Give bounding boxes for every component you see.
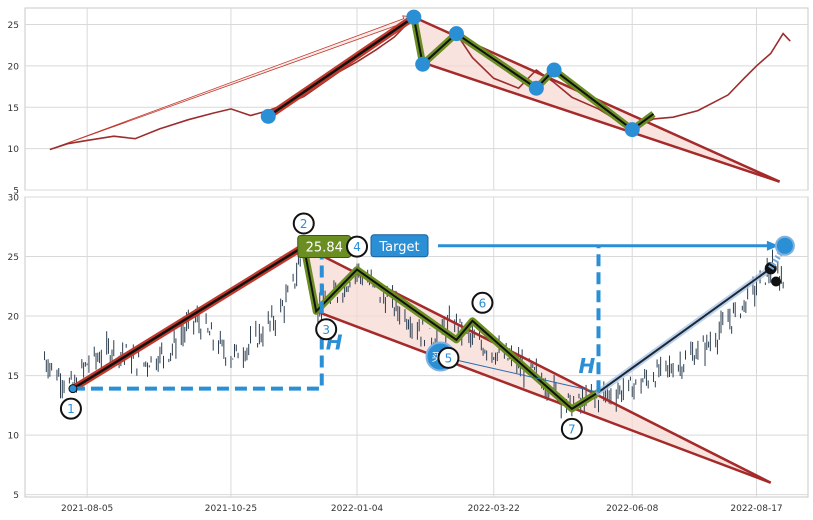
pivot-marker	[406, 9, 422, 25]
y-tick-label: 20	[8, 313, 20, 323]
pivot-marker	[260, 108, 276, 124]
x-tick-label: 2022-03-22	[468, 504, 520, 514]
pivot-label: 7	[568, 422, 576, 436]
target-label: Target	[378, 240, 419, 255]
y-tick-label: 5	[13, 491, 19, 501]
target-marker	[774, 235, 795, 256]
pivot-marker	[448, 26, 464, 42]
impulse-leg-core	[267, 16, 415, 118]
height-label-right: H	[578, 354, 595, 378]
pivot-label: 6	[479, 296, 487, 310]
impulse-leg-core	[72, 245, 305, 390]
pivot-label: 5	[445, 351, 453, 365]
pivot-marker	[415, 56, 431, 72]
pivot-label-circle	[346, 235, 369, 258]
pivot-label-circle	[59, 397, 82, 420]
projected-path	[597, 267, 772, 394]
projection-end-marker	[771, 276, 782, 287]
y-tick-label: 5	[13, 187, 19, 197]
top-panel: 5 10 15 20 25	[8, 7, 809, 197]
pivot-marker	[546, 62, 562, 78]
x-tick-label: 2022-06-08	[606, 504, 659, 514]
y-tick-label: 10	[8, 432, 20, 442]
height-measure-left	[72, 246, 324, 391]
pivot-label: 1	[67, 402, 75, 416]
y-tick-label: 20	[8, 62, 20, 72]
x-tick-label: 2021-10-25	[205, 504, 257, 514]
x-tick-label: 2022-01-04	[331, 504, 384, 514]
target-badge	[370, 234, 429, 258]
pivot-label-circle	[437, 346, 460, 369]
pivot-marker	[528, 80, 544, 96]
pivot-label-circle	[315, 318, 338, 341]
y-tick-label: 15	[8, 372, 19, 382]
y-tick-label: 30	[8, 194, 20, 204]
target-arrow-head	[766, 240, 779, 251]
zigzag-core	[302, 246, 600, 411]
wedge-lower-line	[422, 61, 780, 183]
buy-trendline	[440, 356, 599, 393]
wedge-lower-line	[315, 310, 772, 484]
start-point-marker	[68, 384, 78, 394]
pivot-label: 3	[322, 323, 330, 337]
pivot-label-circle	[560, 417, 583, 440]
pivot-label-circle	[292, 212, 315, 235]
y-tick-label: 25	[8, 21, 19, 31]
y-tick-label: 10	[8, 145, 20, 155]
x-tick-label: 2022-08-17	[730, 504, 782, 514]
y-tick-label: 15	[8, 104, 19, 114]
x-tick-label: 2021-08-05	[61, 504, 113, 514]
pivot-marker	[624, 122, 640, 138]
y-tick-label: 25	[8, 253, 19, 263]
pivot-label: 2	[300, 217, 308, 231]
pivot-label-circle	[471, 291, 494, 314]
peak-value-label: 25.84	[306, 241, 343, 256]
pivot-label: 4	[353, 240, 361, 254]
target-extension	[768, 244, 788, 270]
